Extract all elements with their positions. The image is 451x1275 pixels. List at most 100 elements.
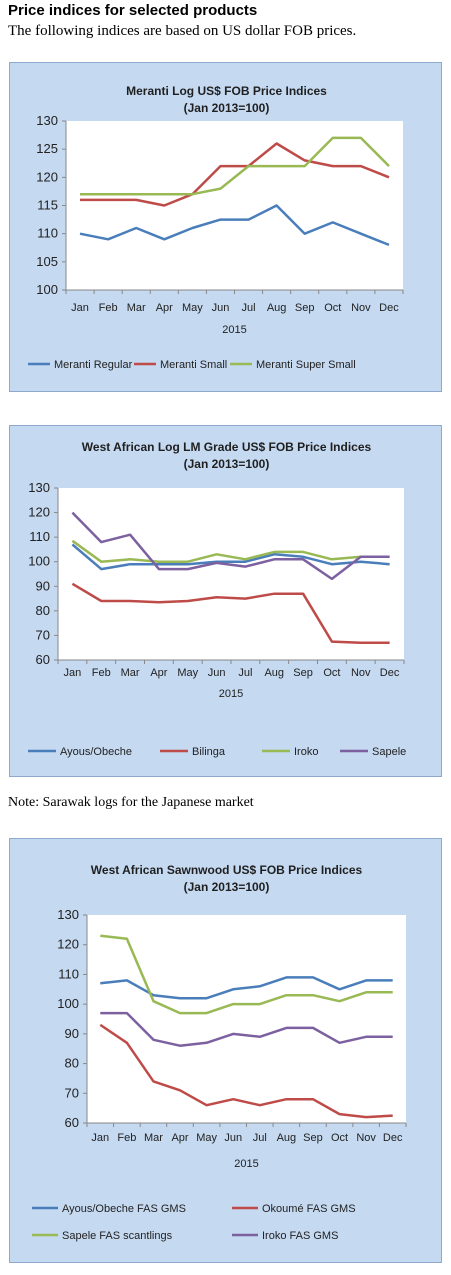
- legend-label-iroko: Iroko: [294, 746, 318, 758]
- chart-title: Meranti Log US$ FOB Price Indices: [126, 84, 327, 98]
- footnote: Note: Sarawak logs for the Japanese mark…: [8, 795, 254, 810]
- y-tick-label: 100: [28, 554, 50, 569]
- chart-subtitle: (Jan 2013=100): [184, 457, 270, 471]
- x-tick-label: Apr: [171, 1132, 188, 1144]
- x-tick-label: Nov: [351, 667, 371, 679]
- plot-area: [87, 915, 406, 1123]
- x-tick-label: Aug: [277, 1132, 297, 1144]
- plot-area: [66, 121, 403, 290]
- x-axis-label: 2015: [219, 688, 243, 700]
- x-tick-label: Dec: [383, 1132, 403, 1144]
- legend-label-ayous-obeche: Ayous/Obeche: [60, 746, 132, 758]
- plot-area: [58, 488, 404, 660]
- chart-subtitle: (Jan 2013=100): [184, 101, 270, 115]
- x-tick-label: Sep: [295, 302, 315, 314]
- legend-label-sapele-fas-scantlings: Sapele FAS scantlings: [62, 1230, 173, 1242]
- y-tick-label: 120: [28, 505, 50, 520]
- x-tick-label: Jun: [224, 1132, 242, 1144]
- x-tick-label: Nov: [356, 1132, 376, 1144]
- chart-west-african-log-lm-grade-us-fob-price-indices: West African Log LM Grade US$ FOB Price …: [28, 440, 406, 758]
- y-tick-label: 100: [57, 996, 79, 1011]
- x-tick-label: Apr: [150, 667, 167, 679]
- y-tick-label: 70: [36, 627, 50, 642]
- x-tick-label: May: [196, 1132, 217, 1144]
- chart-title: West African Sawnwood US$ FOB Price Indi…: [91, 863, 363, 877]
- y-tick-label: 110: [29, 529, 50, 544]
- legend-label-iroko-fas-gms: Iroko FAS GMS: [262, 1230, 338, 1242]
- series-line-meranti-super-small: [80, 136, 390, 196]
- x-tick-label: Jun: [212, 302, 230, 314]
- x-tick-label: Mar: [144, 1132, 163, 1144]
- y-tick-label: 130: [36, 113, 58, 128]
- x-tick-label: Mar: [121, 667, 140, 679]
- x-tick-label: Dec: [379, 302, 399, 314]
- x-tick-label: Sep: [303, 1132, 323, 1144]
- y-tick-label: 105: [36, 254, 58, 269]
- x-tick-label: Jan: [91, 1132, 109, 1144]
- x-tick-label: Jul: [253, 1132, 267, 1144]
- y-tick-label: 60: [36, 652, 50, 667]
- x-tick-label: May: [177, 667, 198, 679]
- x-tick-label: Feb: [117, 1132, 136, 1144]
- series-line-meranti-small: [80, 142, 390, 207]
- series-line-iroko: [71, 539, 390, 563]
- legend-label-okoum-fas-gms: Okoumé FAS GMS: [262, 1203, 356, 1215]
- series-line-sapele: [71, 511, 390, 581]
- x-tick-label: Oct: [331, 1132, 348, 1144]
- x-tick-label: Jul: [238, 667, 252, 679]
- series-line-ayous-obeche: [71, 543, 390, 571]
- series-line-bilinga: [71, 582, 390, 645]
- chart-meranti-log-us-fob-price-indices: Meranti Log US$ FOB Price Indices (Jan 20…: [28, 84, 404, 371]
- x-tick-label: Jan: [71, 302, 89, 314]
- legend-label-meranti-small: Meranti Small: [160, 359, 227, 371]
- x-axis-label: 2015: [234, 1158, 258, 1170]
- y-tick-label: 115: [37, 198, 58, 213]
- chart-title: West African Log LM Grade US$ FOB Price …: [82, 440, 372, 454]
- page-heading: Price indices for selected products: [8, 2, 258, 19]
- chart-west-african-sawnwood-us-fob-price-indices: West African Sawnwood US$ FOB Price Indi…: [32, 863, 407, 1242]
- y-tick-label: 60: [65, 1115, 79, 1130]
- west-african-log-chart-panel: West African Log LM Grade US$ FOB Price …: [9, 425, 442, 777]
- x-tick-label: Oct: [324, 302, 341, 314]
- sawnwood-chart-panel: West African Sawnwood US$ FOB Price Indi…: [9, 838, 442, 1263]
- y-tick-label: 110: [37, 226, 58, 241]
- x-tick-label: Jun: [208, 667, 226, 679]
- x-tick-label: Apr: [156, 302, 173, 314]
- y-tick-label: 130: [28, 480, 50, 495]
- series-line-okoum-fas-gms: [99, 1023, 393, 1119]
- x-tick-label: Feb: [92, 667, 111, 679]
- series-line-meranti-regular: [79, 204, 390, 247]
- x-tick-label: May: [182, 302, 203, 314]
- y-tick-label: 90: [65, 1026, 79, 1041]
- x-axis-label: 2015: [222, 324, 246, 336]
- legend-label-sapele: Sapele: [372, 746, 406, 758]
- y-tick-label: 70: [65, 1085, 79, 1100]
- chart-subtitle: (Jan 2013=100): [184, 880, 270, 894]
- y-tick-label: 100: [36, 282, 58, 297]
- y-tick-label: 125: [36, 141, 58, 156]
- meranti-chart-panel: Meranti Log US$ FOB Price Indices (Jan 20…: [9, 62, 442, 392]
- x-tick-label: Jan: [64, 667, 82, 679]
- legend-label-ayous-obeche-fas-gms: Ayous/Obeche FAS GMS: [62, 1203, 186, 1215]
- y-tick-label: 90: [36, 578, 50, 593]
- y-tick-label: 120: [57, 937, 79, 952]
- x-tick-label: Sep: [293, 667, 313, 679]
- x-tick-label: Oct: [323, 667, 340, 679]
- x-tick-label: Feb: [99, 302, 118, 314]
- y-tick-label: 80: [36, 603, 50, 618]
- y-tick-label: 80: [65, 1056, 79, 1071]
- x-tick-label: Mar: [127, 302, 146, 314]
- y-tick-label: 130: [57, 907, 79, 922]
- x-tick-label: Aug: [267, 302, 287, 314]
- legend-label-meranti-regular: Meranti Regular: [54, 359, 133, 371]
- x-tick-label: Dec: [380, 667, 400, 679]
- x-tick-label: Jul: [242, 302, 256, 314]
- legend-label-meranti-super-small: Meranti Super Small: [256, 359, 356, 371]
- series-line-iroko-fas-gms: [100, 1011, 393, 1047]
- y-tick-label: 110: [58, 966, 79, 981]
- x-tick-label: Aug: [264, 667, 284, 679]
- x-tick-label: Nov: [351, 302, 371, 314]
- series-line-sapele-fas-scantlings: [100, 934, 393, 1015]
- legend-label-bilinga: Bilinga: [192, 746, 226, 758]
- y-tick-label: 120: [36, 169, 58, 184]
